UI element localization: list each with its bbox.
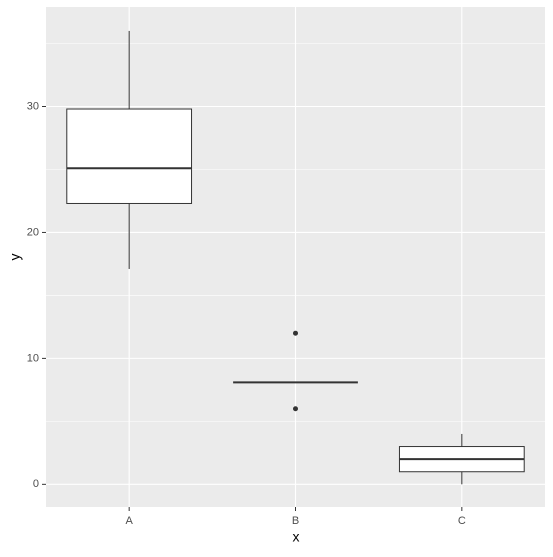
y-tick-label: 0: [33, 478, 39, 490]
x-tick-label: B: [292, 515, 299, 527]
y-tick-label: 20: [27, 226, 39, 238]
x-tick-label: C: [458, 515, 466, 527]
outlier: [293, 330, 298, 336]
box: [66, 108, 193, 204]
y-tick-label: 10: [27, 352, 39, 364]
y-tick-label: 30: [27, 100, 39, 112]
outlier: [293, 406, 298, 412]
x-axis-title: x: [293, 529, 300, 545]
x-tick-label: A: [125, 515, 133, 527]
y-axis-title: y: [7, 254, 23, 261]
